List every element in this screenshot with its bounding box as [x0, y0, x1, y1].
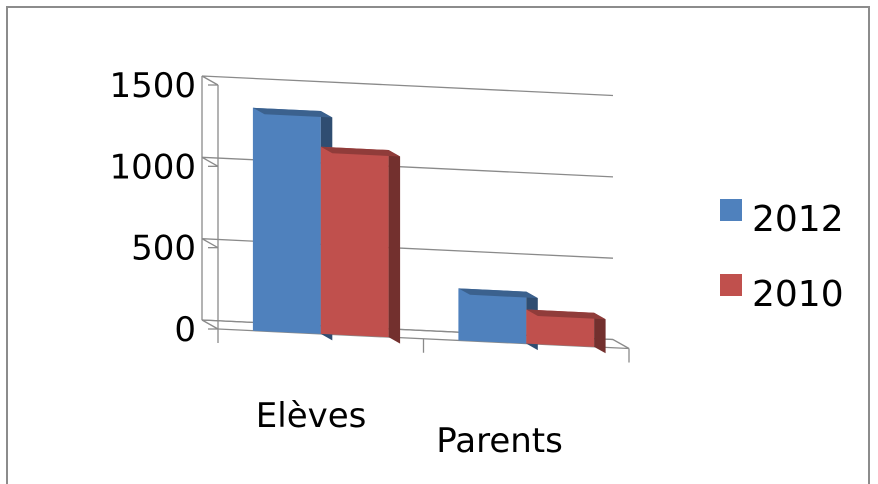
- bar: [526, 309, 606, 354]
- y-tick-label: 0: [174, 310, 196, 350]
- bars-layer: [252, 107, 606, 354]
- y-tick-label: 1000: [109, 147, 196, 187]
- axis-layer: [208, 84, 630, 363]
- y-tick-label: 1500: [109, 66, 196, 106]
- bar-front: [458, 288, 527, 344]
- bar-side: [388, 150, 401, 344]
- category-label: Parents: [436, 421, 563, 461]
- bar-top: [320, 146, 401, 157]
- bar: [320, 146, 401, 344]
- bar-front: [526, 309, 595, 347]
- bar-top: [458, 288, 538, 299]
- gridline: [201, 75, 614, 97]
- bar: [252, 107, 333, 341]
- bar-top: [526, 309, 606, 320]
- category-label: Elèves: [256, 396, 367, 436]
- y-tick-label: 500: [131, 229, 196, 269]
- bar: [458, 288, 538, 351]
- chart-frame: [6, 6, 870, 484]
- bar-side: [594, 312, 606, 354]
- legend-swatch: [720, 274, 742, 296]
- bar-front: [252, 107, 321, 334]
- bar-top: [252, 107, 333, 118]
- legend-label: 2012: [752, 199, 844, 240]
- legend: 2012 2010: [720, 199, 844, 315]
- y-axis-ticks: 0 500 1000 1500: [109, 66, 196, 350]
- legend-swatch: [720, 199, 742, 221]
- bar-front: [320, 146, 389, 338]
- x-axis-categories: Elèves Parents: [256, 396, 563, 461]
- legend-label: 2010: [752, 274, 844, 315]
